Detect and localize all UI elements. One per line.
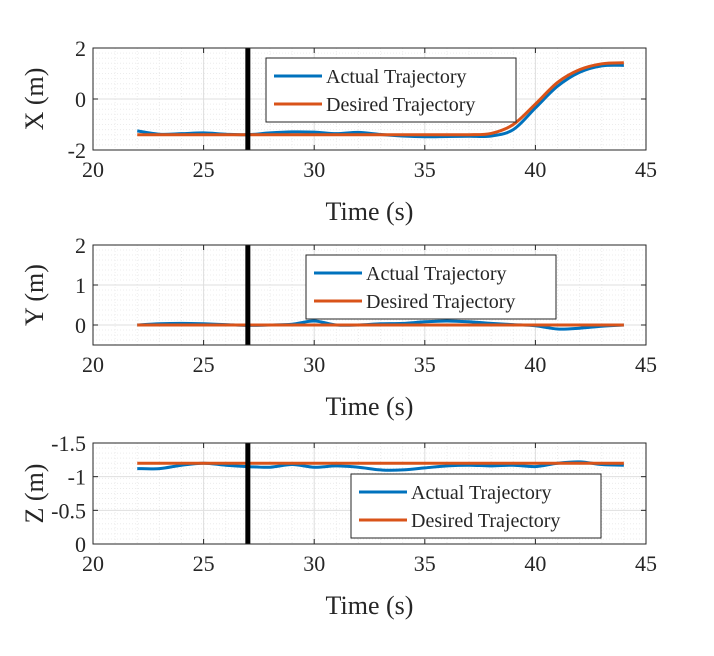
x-tick-label: 25: [193, 157, 215, 182]
x-tick-label: 25: [193, 352, 215, 377]
x-position-subplot: 20 25 30 35 40 45 -2 0 2 Time (s) X (m) Actual Traj…: [20, 36, 657, 226]
y-axis-ticks: -1.5 -1 -0.5 0: [51, 431, 646, 557]
y-tick-label: 0: [75, 87, 86, 112]
y-tick-label: -0.5: [51, 498, 86, 523]
x-axis-label: Time (s): [326, 197, 414, 226]
legend: Actual Trajectory Desired Trajectory: [305, 254, 557, 320]
x-tick-label: 45: [635, 157, 657, 182]
x-axis-label: Time (s): [326, 392, 414, 421]
legend-box: [350, 473, 602, 539]
x-tick-label: 25: [193, 551, 215, 576]
y-tick-label: 2: [75, 233, 86, 258]
x-tick-label: 45: [635, 352, 657, 377]
legend-actual-label: Actual Trajectory: [326, 66, 467, 88]
legend-desired-label: Desired Trajectory: [326, 94, 475, 116]
x-tick-label: 40: [524, 157, 546, 182]
legend: Actual Trajectory Desired Trajectory: [350, 473, 602, 539]
axes-frame: [92, 442, 647, 545]
x-axis-label: Time (s): [326, 591, 414, 620]
y-tick-label: 0: [75, 532, 86, 557]
legend-actual-label: Actual Trajectory: [411, 482, 552, 504]
y-axis-ticks: -2 0 2: [68, 36, 646, 163]
x-tick-label: 20: [82, 157, 104, 182]
x-tick-label: 30: [303, 551, 325, 576]
legend-box: [305, 254, 557, 320]
legend-desired-label: Desired Trajectory: [366, 291, 515, 313]
desired-trajectory-line: [137, 61, 624, 137]
y-axis-label: Y (m): [20, 264, 49, 326]
y-tick-label: 1: [75, 273, 86, 298]
legend: Actual Trajectory Desired Trajectory: [265, 57, 517, 123]
y-tick-label: -1.5: [51, 431, 86, 456]
z-position-subplot: 20 25 30 35 40 45 -1.5 -1 -0.5 0 Time (s) Z (m) Actu…: [20, 431, 657, 620]
x-tick-label: 20: [82, 352, 104, 377]
y-tick-label: 2: [75, 36, 86, 61]
y-tick-label: -1: [68, 465, 86, 490]
x-tick-label: 35: [414, 352, 436, 377]
series-group: [137, 460, 624, 472]
legend-box: [265, 57, 517, 123]
x-tick-label: 20: [82, 551, 104, 576]
y-position-subplot: 20 25 30 35 40 45 0 1 2 Time (s) Y (m) Actual Traje…: [20, 233, 657, 421]
axes-frame: [92, 244, 647, 346]
x-tick-label: 30: [303, 352, 325, 377]
series-group: [137, 319, 624, 331]
y-axis-ticks: 0 1 2: [75, 233, 646, 338]
x-axis-ticks: 20 25 30 35 40 45: [82, 443, 657, 576]
y-tick-label: -2: [68, 138, 86, 163]
legend-desired-label: Desired Trajectory: [411, 510, 560, 532]
x-tick-label: 45: [635, 551, 657, 576]
x-tick-label: 35: [414, 157, 436, 182]
x-tick-label: 35: [414, 551, 436, 576]
y-tick-label: 0: [75, 313, 86, 338]
y-axis-label: X (m): [20, 68, 49, 131]
legend-actual-label: Actual Trajectory: [366, 263, 507, 285]
x-axis-ticks: 20 25 30 35 40 45: [82, 48, 657, 182]
x-tick-label: 30: [303, 157, 325, 182]
y-axis-label: Z (m): [20, 464, 49, 524]
series-group: [137, 61, 624, 139]
x-tick-label: 40: [524, 352, 546, 377]
x-tick-label: 40: [524, 551, 546, 576]
x-axis-ticks: 20 25 30 35 40 45: [82, 245, 657, 377]
